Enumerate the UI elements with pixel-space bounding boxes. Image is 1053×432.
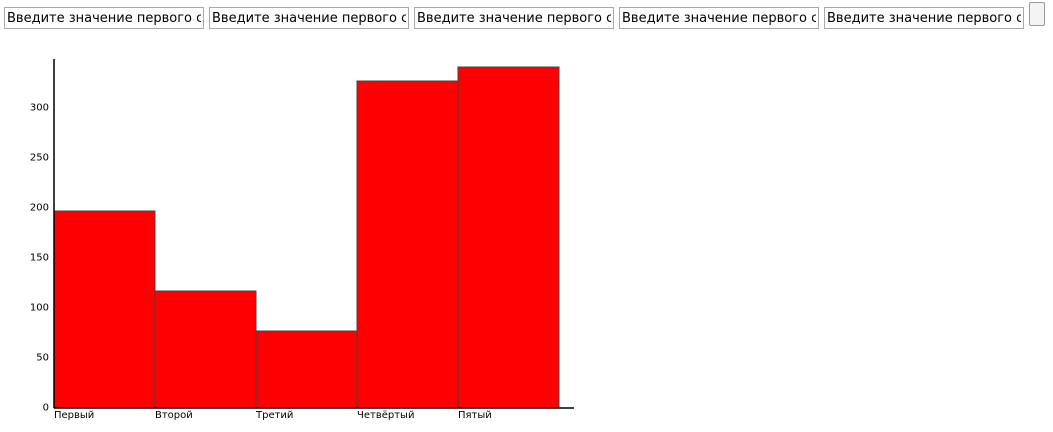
x-axis-ticks: Первый Второй Третий Четвёртый Пятый [54, 410, 492, 421]
x-tick-label: Третий [255, 410, 293, 421]
x-tick-label: Второй [155, 410, 193, 421]
column-5-input[interactable] [824, 7, 1024, 29]
column-inputs-row [4, 2, 1053, 29]
bar-5 [457, 66, 560, 409]
x-tick-label: Пятый [458, 410, 492, 421]
bar-4 [356, 80, 459, 409]
column-4-input[interactable] [619, 7, 819, 29]
bars-group [53, 66, 560, 409]
y-tick-label: 100 [30, 303, 49, 314]
column-3-input[interactable] [414, 7, 614, 29]
bar-1 [53, 210, 156, 409]
y-tick-label: 300 [30, 103, 49, 114]
x-tick-label: Первый [54, 410, 94, 421]
column-2-input[interactable] [209, 7, 409, 29]
submit-checkbox[interactable] [1029, 2, 1045, 26]
column-1-input[interactable] [4, 7, 204, 29]
y-tick-label: 0 [43, 403, 49, 414]
bar-2 [154, 290, 257, 409]
y-tick-label: 150 [30, 253, 49, 264]
y-tick-label: 200 [30, 203, 49, 214]
bar-3 [255, 330, 358, 409]
y-tick-label: 50 [36, 353, 49, 364]
x-tick-label: Четвёртый [357, 410, 414, 421]
y-axis-ticks: 0 50 100 150 200 250 300 [30, 103, 49, 414]
y-tick-label: 250 [30, 153, 49, 164]
